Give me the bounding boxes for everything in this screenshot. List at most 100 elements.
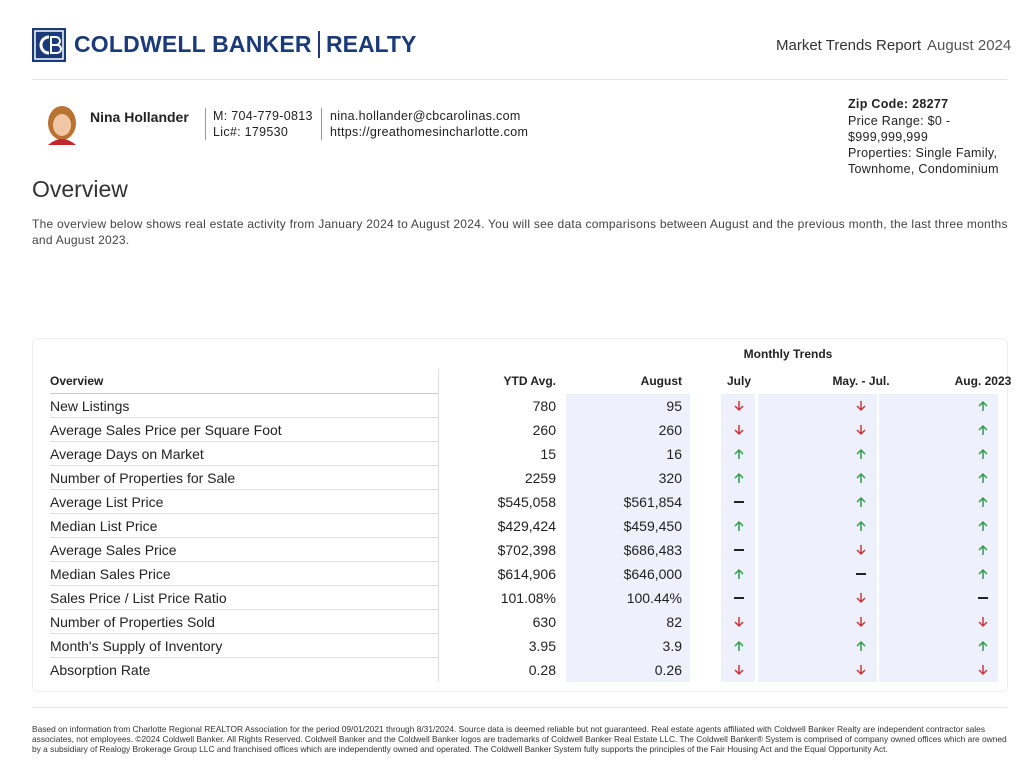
overview-text: The overview below shows real estate act…: [32, 217, 1008, 247]
agent-license: Lic#: 179530: [213, 125, 289, 139]
row-rule: [50, 657, 438, 658]
month-value: 16: [666, 446, 682, 462]
trends-table: Monthly Trends Overview YTD Avg. August July…: [32, 338, 1011, 692]
trend-arrow: [801, 568, 921, 581]
trend-arrow: [679, 616, 799, 629]
agent-phone: M: 704-779-0813: [213, 109, 313, 123]
zip-code: Zip Code: 28277: [848, 97, 949, 111]
month-value: $561,854: [623, 494, 682, 510]
ytd-value: 630: [532, 614, 556, 630]
month-value: 3.9: [662, 638, 682, 654]
logo-mark: [32, 28, 66, 62]
row-rule: [50, 537, 438, 538]
row-label: Average Days on Market: [50, 446, 204, 462]
overview-title: Overview: [32, 176, 128, 202]
trend-arrow: [923, 568, 1035, 581]
row-label: Median List Price: [50, 518, 158, 534]
row-label: New Listings: [50, 398, 130, 414]
trend-arrow: [801, 400, 921, 413]
row-rule: [50, 489, 438, 490]
row-rule: [50, 561, 438, 562]
trend-arrow: [801, 592, 921, 605]
trend-arrow: [923, 592, 1035, 605]
trend-arrow: [679, 568, 799, 581]
month-value: 100.44%: [626, 590, 682, 606]
separator: [321, 108, 322, 140]
divider: [32, 79, 1007, 80]
ytd-value: 15: [540, 446, 556, 462]
row-label: Number of Properties Sold: [50, 614, 215, 630]
header-rule: [50, 393, 438, 394]
column-shade: [721, 394, 755, 682]
trend-arrow: [679, 472, 799, 485]
trend-arrow: [679, 424, 799, 437]
trend-arrow: [801, 448, 921, 461]
ytd-value: $545,058: [497, 494, 556, 510]
month-value: 95: [666, 398, 682, 414]
trend-arrow: [923, 640, 1035, 653]
row-rule: [50, 633, 438, 634]
trend-arrow: [923, 520, 1035, 533]
ytd-value: 0.28: [528, 662, 556, 678]
trend-arrow: [801, 664, 921, 677]
ytd-value: $429,424: [497, 518, 556, 534]
trend-arrow: [801, 640, 921, 653]
agent-email[interactable]: nina.hollander@cbcarolinas.com: [330, 109, 521, 123]
month-value: 260: [658, 422, 682, 438]
report-period: August 2024: [927, 37, 1012, 54]
trend-arrow: [923, 424, 1035, 437]
property-types: Properties: Single Family, Townhome, Con…: [848, 146, 999, 176]
ytd-value: 260: [532, 422, 556, 438]
column-shade: [758, 394, 877, 682]
column-header: May. - Jul.: [832, 374, 890, 388]
month-value: $646,000: [623, 566, 682, 582]
brand-suffix: REALTY: [318, 31, 416, 58]
ytd-value: 3.95: [528, 638, 556, 654]
agent-website[interactable]: https://greathomesincharlotte.com: [330, 125, 529, 139]
ytd-value: 2259: [524, 470, 556, 486]
group-header: Monthly Trends: [743, 347, 833, 361]
ytd-value: 780: [532, 398, 556, 414]
trend-arrow: [679, 400, 799, 413]
price-range: Price Range: $0 - $999,999,999: [848, 114, 951, 144]
column-header: Aug. 2023: [954, 374, 1012, 388]
trend-arrow: [679, 520, 799, 533]
column-shade: [566, 394, 690, 682]
agent-name: Nina Hollander: [90, 109, 189, 125]
separator: [205, 108, 206, 140]
row-label: Median Sales Price: [50, 566, 171, 582]
trend-arrow: [801, 424, 921, 437]
column-header: Overview: [50, 374, 104, 388]
row-label: Average List Price: [50, 494, 164, 510]
report-title: Market Trends Report: [776, 37, 922, 54]
row-label: Average Sales Price per Square Foot: [50, 422, 282, 438]
brand: COLDWELL BANKER: [74, 31, 312, 57]
trend-arrow: [679, 664, 799, 677]
row-rule: [50, 441, 438, 442]
ytd-value: $614,906: [497, 566, 556, 582]
trend-arrow: [801, 616, 921, 629]
month-value: 0.26: [654, 662, 682, 678]
trend-arrow: [679, 496, 799, 509]
month-value: 82: [666, 614, 682, 630]
trend-arrow: [801, 496, 921, 509]
divider: [32, 707, 1007, 708]
trend-arrow: [679, 640, 799, 653]
disclaimer: Based on information from Charlotte Regi…: [32, 724, 1007, 754]
ytd-value: $702,398: [497, 542, 556, 558]
column-header: August: [640, 374, 682, 388]
column-header: YTD Avg.: [503, 374, 556, 388]
row-label: Month's Supply of Inventory: [50, 638, 223, 654]
agent-photo: [48, 106, 76, 145]
column-header: July: [726, 374, 751, 388]
trend-arrow: [801, 520, 921, 533]
ytd-value: 101.08%: [500, 590, 556, 606]
month-value: 320: [658, 470, 682, 486]
trend-arrow: [801, 544, 921, 557]
trend-arrow: [923, 448, 1035, 461]
trend-arrow: [923, 544, 1035, 557]
vertical-rule: [438, 369, 439, 682]
column-shade: [879, 394, 998, 682]
trend-arrow: [923, 496, 1035, 509]
